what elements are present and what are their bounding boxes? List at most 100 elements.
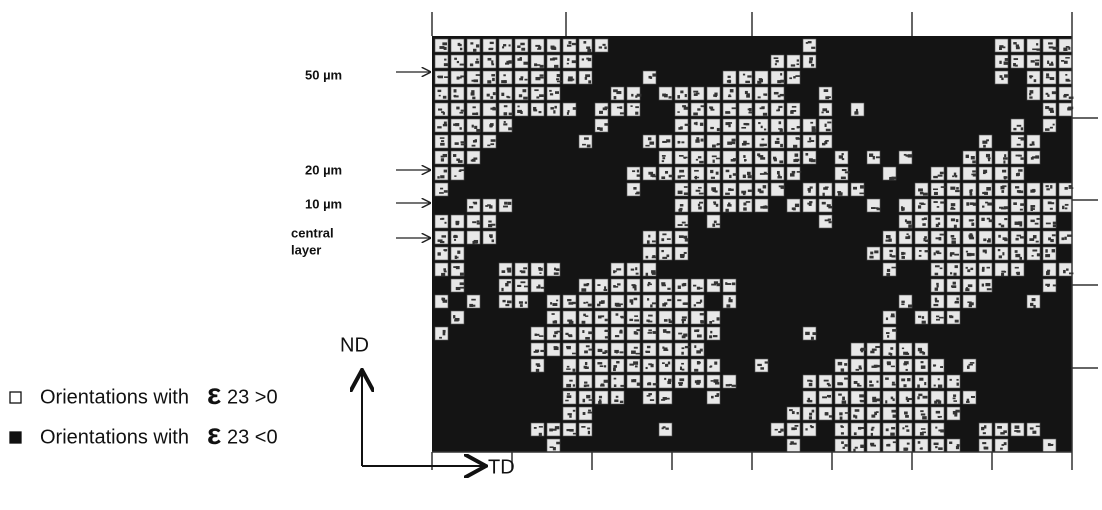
cell-speck [471, 304, 476, 307]
cell-speck [935, 426, 938, 429]
cell-speck [661, 284, 666, 287]
cell-speck [444, 58, 447, 61]
cell [466, 70, 481, 85]
cell-speck [502, 46, 505, 49]
cell-speck [1031, 298, 1036, 302]
cell-speck [841, 400, 847, 404]
cell-speck [986, 139, 989, 142]
cell-speck [518, 94, 523, 98]
cell [1010, 262, 1025, 277]
cell-speck [965, 288, 970, 292]
cell-speck [633, 331, 637, 335]
cell-speck [629, 318, 634, 322]
cell-speck [681, 141, 685, 144]
cell-speck [1052, 221, 1057, 225]
cell-speck [694, 329, 700, 333]
cell-speck [439, 336, 442, 339]
cell-speck [967, 284, 973, 288]
cell-speck [906, 399, 910, 402]
cell-speck [520, 76, 524, 79]
cell-speck [1031, 208, 1035, 210]
cell-speck [728, 188, 732, 191]
cell-speck [454, 142, 459, 145]
cell [450, 102, 465, 117]
cell-speck [665, 363, 669, 367]
cell-speck [970, 219, 975, 221]
cell-speck [684, 345, 690, 349]
cell-speck [712, 159, 715, 163]
cell-speck [891, 255, 896, 258]
cell-speck [455, 256, 459, 259]
cell-speck [1032, 430, 1037, 434]
cell-speck [599, 127, 603, 131]
cell-speck [999, 206, 1004, 209]
cell-speck [662, 303, 667, 307]
cell-speck [554, 64, 559, 68]
cell-speck [839, 416, 843, 420]
cell-speck [697, 156, 702, 159]
cell-speck [712, 320, 715, 322]
cell [722, 86, 737, 101]
cell-speck [476, 220, 480, 223]
cell-speck [844, 444, 848, 447]
cell-speck [934, 287, 939, 291]
cell [626, 86, 641, 101]
cell-speck [697, 361, 701, 364]
cell-speck [536, 286, 541, 289]
cell-speck [471, 124, 474, 128]
cell [914, 310, 929, 325]
cell-speck [779, 93, 784, 97]
cell [434, 246, 449, 261]
cell-speck [969, 362, 975, 364]
cell-speck [524, 78, 528, 81]
cell-speck [1016, 190, 1021, 193]
cell-speck [860, 185, 864, 189]
cell-speck [492, 106, 495, 110]
cell-speck [986, 187, 991, 191]
cell-speck [697, 203, 701, 207]
cell-speck [474, 125, 478, 129]
cell [530, 326, 545, 341]
cell-speck [791, 127, 795, 130]
cell-speck [439, 218, 444, 220]
cell-speck [886, 272, 891, 277]
cell-speck [855, 368, 860, 371]
cell-speck [859, 367, 862, 370]
cell-speck [602, 43, 606, 46]
cell-speck [840, 368, 845, 372]
cell-speck [598, 399, 602, 403]
cell-speck [745, 201, 751, 203]
cell [658, 326, 673, 341]
cell-speck [827, 384, 831, 387]
depth-arrows [396, 72, 430, 238]
cell [802, 422, 817, 437]
cell-speck [826, 382, 830, 385]
cell-speck [535, 368, 540, 373]
cell-speck [677, 299, 682, 302]
cell-speck [533, 350, 539, 353]
cell-speck [950, 218, 956, 222]
cell-speck [939, 267, 943, 270]
cell-speck [1036, 43, 1039, 46]
cell-speck [508, 127, 513, 131]
cell-speck [1036, 48, 1041, 51]
cell-speck [583, 283, 589, 287]
cell-speck [503, 80, 507, 84]
cell-speck [678, 382, 684, 385]
depth-label: 50 µm [305, 67, 342, 82]
cell-speck [807, 379, 812, 382]
cell-speck [940, 366, 944, 368]
cell-speck [997, 249, 1001, 252]
cell-speck [965, 154, 969, 159]
cell [1026, 86, 1041, 101]
cell [642, 374, 657, 389]
cell-speck [933, 252, 936, 256]
cell-speck [522, 89, 527, 93]
cell-speck [565, 332, 569, 335]
cell-speck [470, 42, 474, 45]
cell-speck [731, 138, 736, 142]
cell-speck [986, 288, 992, 291]
cell-speck [441, 235, 447, 238]
cell-speck [646, 240, 650, 244]
cell-speck [949, 315, 954, 319]
